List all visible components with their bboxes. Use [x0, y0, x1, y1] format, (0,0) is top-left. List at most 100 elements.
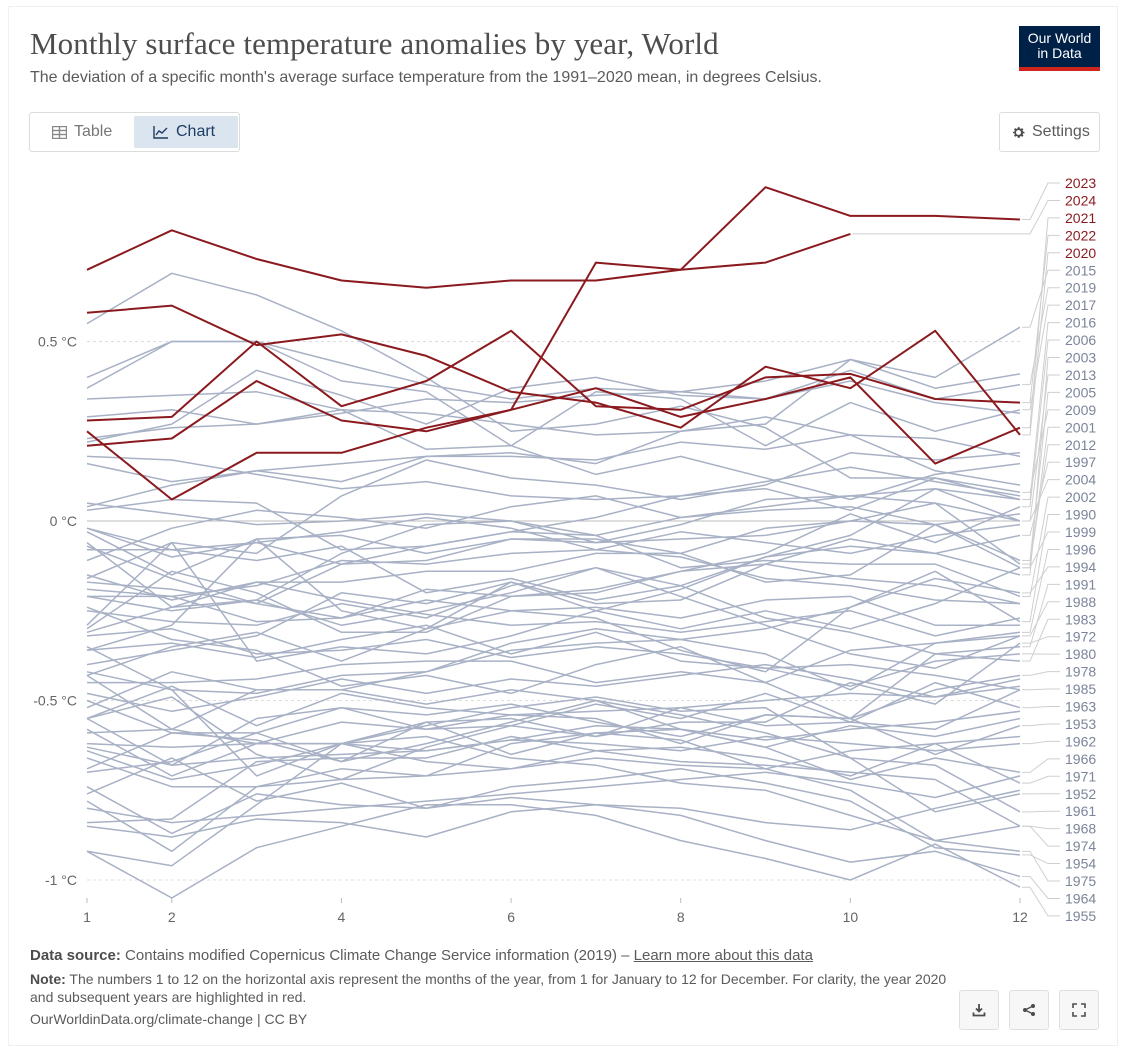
x-tick-label: 8 — [677, 909, 685, 925]
series-label: 1971 — [1065, 768, 1096, 784]
y-tick-label: 0 °C — [50, 513, 77, 529]
series-line — [86, 498, 1021, 598]
label-connector — [1022, 252, 1060, 436]
label-connector — [1022, 182, 1060, 220]
series-line — [86, 563, 1021, 666]
series-line — [86, 674, 1021, 745]
series-label: 2021 — [1065, 210, 1096, 226]
line-chart: 0.5 °C0 °C-0.5 °C-1 °C1 2 4 6 8 10 12202320242… — [33, 175, 1096, 925]
download-button[interactable] — [959, 990, 999, 1030]
series-line — [86, 549, 1021, 605]
series-line — [86, 452, 1021, 580]
series-label: 1980 — [1065, 646, 1096, 662]
label-connector — [1022, 825, 1060, 847]
series-line — [86, 663, 1021, 713]
series-line — [86, 542, 1021, 669]
series-label: 2006 — [1065, 332, 1096, 348]
series-line — [86, 786, 1021, 878]
gear-icon — [1012, 126, 1025, 138]
note-text: The numbers 1 to 12 on the horizontal ax… — [30, 971, 947, 1005]
label-connector — [852, 199, 1060, 235]
label-connector — [1022, 706, 1060, 709]
series-label: 1961 — [1065, 803, 1096, 819]
series-label: 1963 — [1065, 699, 1096, 715]
label-connector — [1022, 391, 1060, 562]
series-label: 1996 — [1065, 541, 1096, 557]
settings-button[interactable]: Settings — [999, 112, 1100, 152]
series-line — [86, 495, 1021, 562]
series-line — [86, 516, 1021, 558]
label-connector — [1022, 723, 1060, 727]
tab-table-label: Table — [74, 123, 113, 140]
series-line — [86, 803, 1021, 899]
series-line — [87, 635, 1021, 684]
series-line — [86, 699, 1021, 781]
label-connector — [1022, 601, 1060, 637]
series-label: 1962 — [1065, 733, 1096, 749]
owid-logo[interactable]: Our World in Data — [1019, 26, 1100, 71]
y-tick-label: -0.5 °C — [33, 693, 77, 709]
share-button[interactable] — [1009, 990, 1049, 1030]
series-label: 2003 — [1065, 350, 1096, 366]
label-connector — [1022, 854, 1060, 865]
data-source: Data source: Contains modified Copernicu… — [30, 947, 813, 964]
label-connector — [1022, 583, 1060, 648]
x-tick-label: 1 — [83, 909, 91, 925]
credit-line[interactable]: OurWorldinData.org/climate-change | CC B… — [30, 1011, 308, 1027]
series-label: 1974 — [1065, 838, 1096, 854]
series-line — [86, 376, 1021, 501]
series-line — [86, 455, 1021, 501]
series-line — [86, 229, 851, 289]
x-tick-label: 10 — [843, 909, 859, 925]
label-connector — [1022, 269, 1060, 328]
learn-more-link[interactable]: Learn more about this data — [633, 947, 813, 964]
fullscreen-icon — [1072, 1003, 1086, 1017]
view-tabs: Table Chart — [29, 112, 240, 152]
series-label: 2002 — [1065, 489, 1096, 505]
series-label: 2009 — [1065, 402, 1096, 418]
chart-title: Monthly surface temperature anomalies by… — [30, 26, 719, 61]
label-connector — [1022, 875, 1060, 899]
series-label: 1953 — [1065, 716, 1096, 732]
y-tick-label: 0.5 °C — [38, 334, 77, 350]
series-label: 1955 — [1065, 908, 1096, 924]
series-label: 2023 — [1065, 175, 1096, 191]
share-icon — [1023, 1004, 1035, 1016]
series-line — [86, 642, 1021, 867]
x-tick-label: 12 — [1012, 909, 1028, 925]
label-connector — [1022, 850, 1060, 882]
label-connector — [1022, 548, 1060, 633]
label-connector — [1022, 287, 1060, 386]
series-line — [86, 369, 1021, 443]
label-connector — [1022, 409, 1060, 493]
x-tick-label: 2 — [168, 909, 176, 925]
label-connector — [1022, 618, 1060, 662]
series-line — [87, 502, 1021, 565]
label-connector — [1022, 322, 1060, 501]
series-label: 2005 — [1065, 384, 1096, 400]
series-label: 2024 — [1065, 192, 1096, 208]
series-line — [86, 340, 1021, 400]
series-label: 1964 — [1065, 890, 1096, 906]
tab-table[interactable]: Table — [33, 116, 133, 148]
logo-line-2: in Data — [1037, 45, 1082, 61]
fullscreen-button[interactable] — [1059, 990, 1099, 1030]
series-line — [86, 487, 1021, 537]
series-line — [86, 577, 1021, 731]
label-connector — [1022, 566, 1060, 594]
series-line — [86, 735, 1021, 853]
series-label: 1990 — [1065, 507, 1096, 523]
series-line — [86, 732, 1021, 853]
series-line — [86, 628, 1021, 691]
tab-chart[interactable]: Chart — [134, 116, 238, 148]
label-connector — [1022, 886, 1060, 917]
label-connector — [1022, 740, 1060, 745]
source-label: Data source: — [30, 947, 121, 964]
series-line — [86, 304, 1021, 436]
series-label: 1985 — [1065, 681, 1096, 697]
series-line — [86, 728, 1021, 784]
series-line — [86, 671, 1021, 813]
download-icon — [972, 1004, 986, 1017]
label-connector — [1022, 688, 1060, 691]
table-icon — [52, 125, 67, 139]
